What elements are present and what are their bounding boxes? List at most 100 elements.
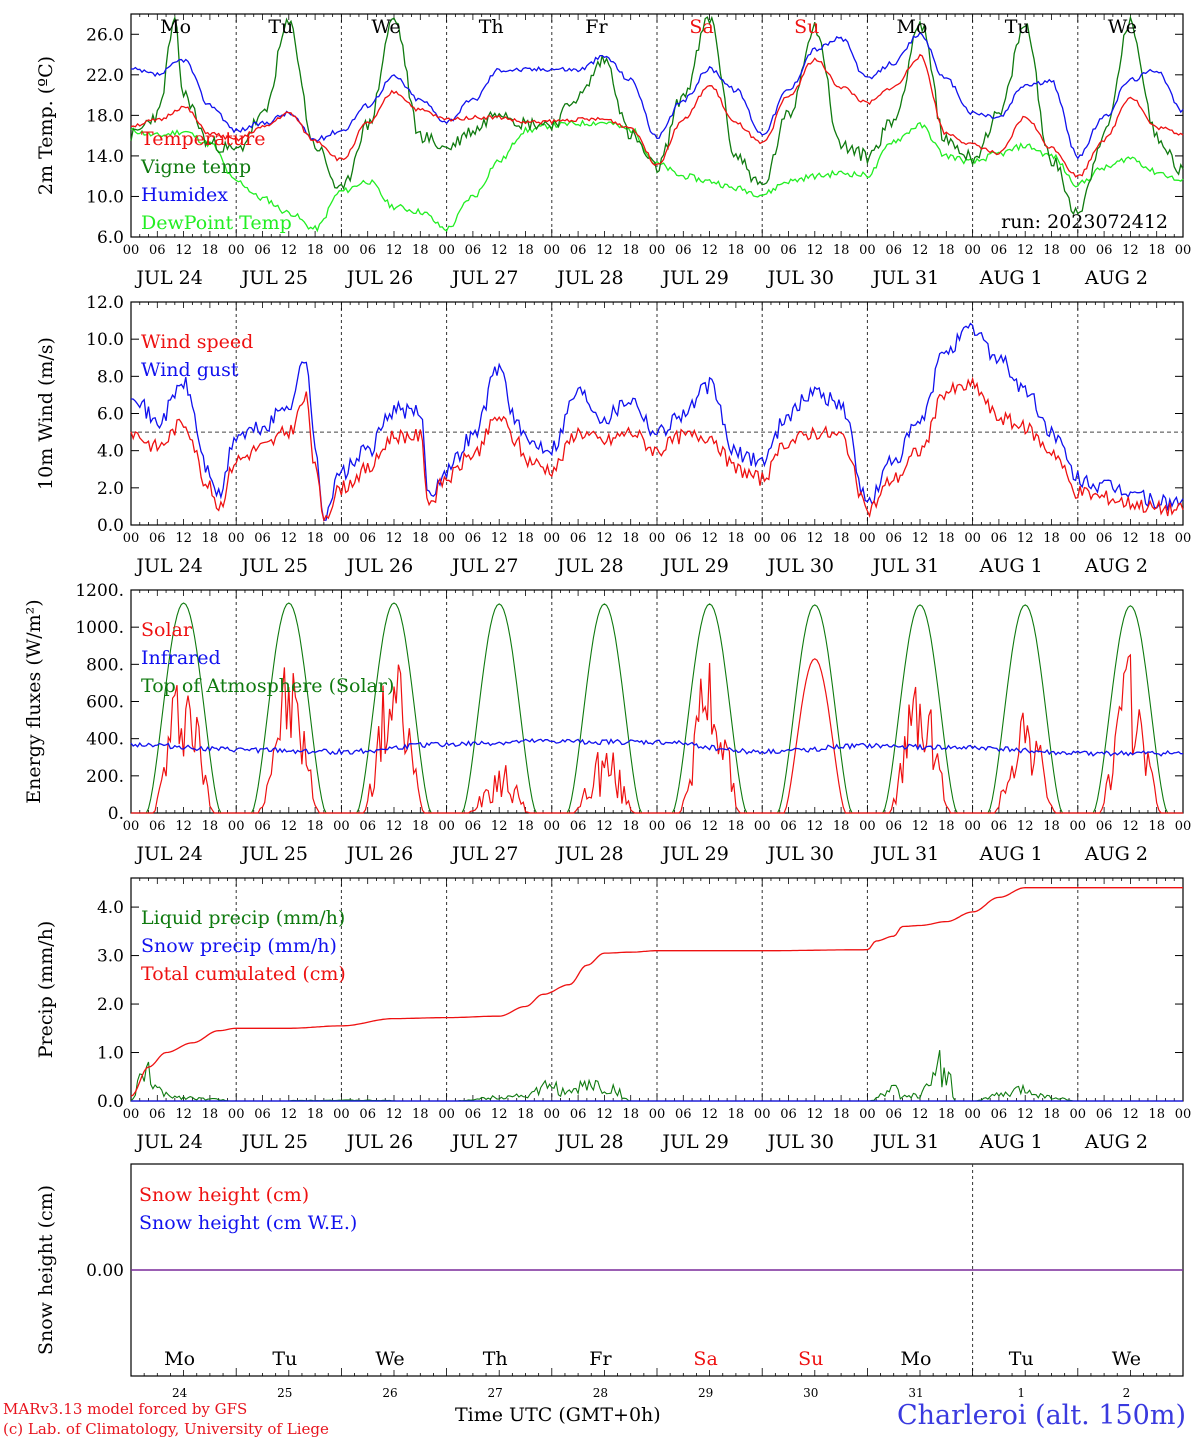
day-number: 2: [1123, 1386, 1131, 1400]
hour-tick-label: 00: [964, 531, 981, 546]
day-number: 25: [277, 1386, 292, 1400]
hour-tick-label: 18: [517, 243, 534, 258]
date-label: JUL 29: [660, 267, 728, 289]
y-tick-label: 12.0: [86, 293, 124, 313]
legend-total-cumulated-cm-: Total cumulated (cm): [141, 963, 346, 985]
hour-tick-label: 12: [386, 819, 403, 834]
hour-tick-label: 06: [991, 1107, 1008, 1122]
hour-tick-label: 18: [517, 819, 534, 834]
hour-tick-label: 00: [438, 531, 455, 546]
hour-tick-label: 18: [412, 243, 429, 258]
hour-tick-label: 18: [833, 531, 850, 546]
panel-3: 0. 200. 400. 600. 800. 1000. 1200. Energy fluxe…: [23, 581, 1191, 865]
hour-tick-label: 06: [254, 243, 271, 258]
hour-tick-label: 00: [1070, 243, 1087, 258]
hour-tick-label: 06: [570, 819, 587, 834]
weekday-label: Sa: [689, 16, 713, 38]
y-tick-label: 4.0: [97, 898, 124, 918]
weekday-label: We: [1112, 1348, 1141, 1370]
weekday-label: Tu: [268, 16, 293, 38]
hour-tick-label: 06: [465, 243, 482, 258]
y-tick-label: 2.0: [97, 479, 124, 499]
hour-tick-label: 12: [912, 243, 929, 258]
hour-tick-label: 06: [465, 1107, 482, 1122]
date-label: AUG 1: [979, 267, 1043, 289]
hour-tick-label: 00: [859, 243, 876, 258]
y-tick-label: 200.: [86, 767, 124, 787]
legend-snow-height-cm: Snow height (cm): [139, 1184, 309, 1206]
hour-tick-label: 18: [938, 1107, 955, 1122]
day-number: 27: [488, 1386, 503, 1400]
day-number: 30: [803, 1386, 818, 1400]
series-wind-gust: [130, 322, 1184, 522]
hour-tick-label: 00: [859, 819, 876, 834]
hour-tick-label: 12: [1122, 1107, 1139, 1122]
y-tick-label: 400.: [86, 730, 124, 750]
hour-tick-label: 18: [938, 531, 955, 546]
credit-model: MARv3.13 model forced by GFS: [3, 1400, 248, 1418]
weekday-label: Fr: [589, 1348, 612, 1370]
hour-tick-label: 18: [1043, 531, 1060, 546]
y-tick-label: 0.: [108, 804, 124, 824]
panel-5: 0.00 Snow height (cm) Snow height (cm) Snow…: [35, 1163, 1184, 1400]
hour-tick-label: 06: [254, 531, 271, 546]
date-label: JUL 27: [450, 1131, 518, 1153]
weekday-label: Th: [483, 1348, 508, 1370]
hour-tick-label: 12: [386, 531, 403, 546]
y-axis-label: Precip (mm/h): [35, 921, 57, 1059]
y-tick-label: 3.0: [97, 947, 124, 967]
hour-tick-label: 18: [202, 243, 219, 258]
hour-tick-label: 06: [675, 243, 692, 258]
hour-tick-label: 12: [281, 531, 298, 546]
date-label: JUL 26: [345, 267, 413, 289]
weekday-label: Tu: [272, 1348, 297, 1370]
hour-tick-label: 00: [1175, 243, 1192, 258]
y-tick-label: 14.0: [86, 147, 124, 167]
day-number: 31: [908, 1386, 923, 1400]
hour-tick-label: 00: [544, 819, 561, 834]
weekday-label: Mo: [164, 1348, 195, 1370]
weekday-label: Sa: [693, 1348, 717, 1370]
hour-tick-label: 06: [465, 531, 482, 546]
hour-tick-label: 18: [622, 243, 639, 258]
date-label: JUL 31: [871, 555, 939, 577]
hour-tick-label: 18: [412, 1107, 429, 1122]
run-label: run: 2023072412: [1001, 211, 1168, 233]
hour-tick-label: 00: [964, 819, 981, 834]
hour-tick-label: 06: [254, 1107, 271, 1122]
hour-tick-label: 00: [754, 1107, 771, 1122]
hour-tick-label: 06: [1096, 243, 1113, 258]
hour-tick-label: 12: [701, 243, 718, 258]
hour-tick-label: 18: [1148, 819, 1165, 834]
hour-tick-label: 00: [123, 243, 140, 258]
hour-tick-label: 06: [149, 531, 166, 546]
hour-tick-label: 06: [359, 819, 376, 834]
hour-tick-label: 06: [254, 819, 271, 834]
hour-tick-label: 06: [885, 819, 902, 834]
hour-tick-label: 06: [885, 243, 902, 258]
weekday-label: Mo: [901, 1348, 932, 1370]
hour-tick-label: 06: [885, 1107, 902, 1122]
date-label: JUL 28: [555, 843, 623, 865]
y-tick-label: 600.: [86, 693, 124, 713]
hour-tick-label: 00: [1070, 1107, 1087, 1122]
weekday-label: We: [375, 1348, 404, 1370]
hour-tick-label: 06: [1096, 1107, 1113, 1122]
date-label: JUL 27: [450, 555, 518, 577]
date-label: JUL 31: [871, 1131, 939, 1153]
hour-tick-label: 12: [701, 1107, 718, 1122]
hour-tick-label: 06: [675, 531, 692, 546]
y-tick-label: 2.0: [97, 995, 124, 1015]
hour-tick-label: 12: [1017, 531, 1034, 546]
date-label: JUL 28: [555, 555, 623, 577]
date-label: JUL 29: [660, 843, 728, 865]
y-tick-label: 0.0: [97, 516, 124, 536]
hour-tick-label: 00: [1070, 531, 1087, 546]
hour-tick-label: 18: [728, 819, 745, 834]
y-tick-label: 0.00: [86, 1261, 124, 1281]
hour-tick-label: 06: [780, 531, 797, 546]
station-name: Charleroi (alt. 150m): [897, 1400, 1186, 1431]
hour-tick-label: 18: [202, 819, 219, 834]
date-label: JUL 24: [134, 843, 202, 865]
hour-tick-label: 12: [596, 243, 613, 258]
